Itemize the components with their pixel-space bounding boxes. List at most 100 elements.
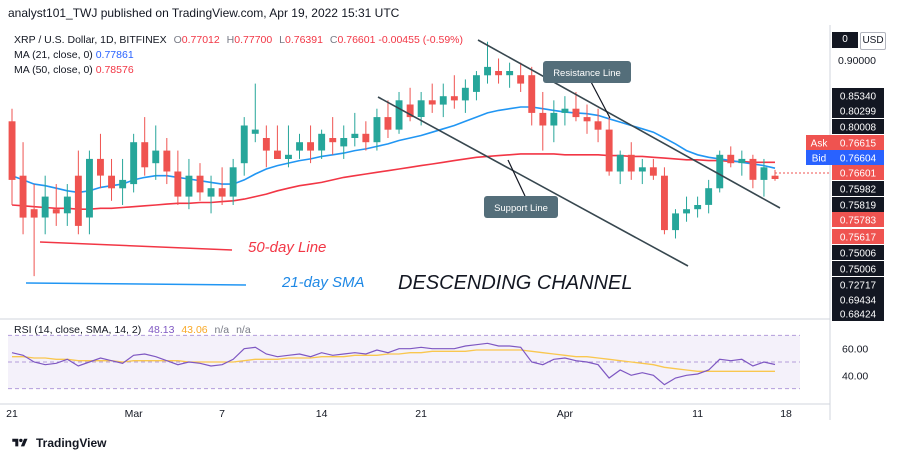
- candle-body: [572, 108, 580, 118]
- time-tick-label: 21: [415, 408, 427, 420]
- time-tick-label: 14: [316, 408, 328, 420]
- resistance-label-text: Resistance Line: [553, 68, 621, 79]
- pattern-annotation: DESCENDING CHANNEL: [398, 272, 632, 294]
- price-tag-box: [832, 197, 884, 212]
- time-tick-label: 21: [6, 408, 18, 420]
- candle-body: [119, 179, 127, 189]
- candle-body: [97, 158, 104, 176]
- candle-body: [318, 133, 326, 151]
- candle-body: [672, 213, 679, 231]
- candle-body: [130, 142, 138, 185]
- bid-label-box: [806, 150, 832, 165]
- rsi-axis-label: 40.00: [842, 370, 868, 382]
- candle-body: [506, 71, 514, 76]
- candle-body: [716, 154, 724, 189]
- candle-body: [727, 154, 735, 164]
- price-tag-box: [832, 292, 884, 307]
- candle-body: [705, 188, 713, 205]
- candle-body: [19, 175, 27, 218]
- candle-body: [738, 158, 746, 164]
- price-tag-box: [832, 212, 884, 227]
- price-tag-text: 0.80008: [840, 123, 877, 134]
- rsi-legend[interactable]: RSI (14, close, SMA, 14, 2) 48.13 43.06 …: [14, 324, 251, 336]
- rsi-label: RSI (14, close, SMA, 14, 2): [14, 324, 142, 336]
- bid-value-box: [832, 150, 884, 165]
- time-tick-label: Mar: [125, 408, 144, 420]
- price-tag-box: [832, 165, 884, 180]
- candle-body: [605, 129, 613, 172]
- ohlc-low: 0.76391: [285, 34, 323, 46]
- price-tag-text: 0.72717: [840, 281, 877, 292]
- support-label-box: [484, 196, 558, 218]
- price-tag-text: 0.76601: [840, 169, 877, 180]
- price-tag-text: 0.75982: [840, 185, 877, 196]
- rsi-line: [11, 342, 776, 386]
- price-tag-box: [832, 229, 884, 244]
- candle-body: [406, 104, 414, 118]
- legend-ma50-row[interactable]: MA (50, close, 0) 0.78576: [14, 63, 463, 78]
- candle-body: [771, 175, 779, 179]
- candle-body: [74, 175, 82, 226]
- price-tag-box: [832, 181, 884, 196]
- candle-body: [362, 133, 370, 143]
- candle-body: [174, 171, 182, 197]
- price-tag-box: [832, 119, 884, 134]
- ohlc-high: 0.77700: [234, 34, 273, 46]
- rsi-na-1: n/a: [214, 324, 230, 336]
- footer-brand[interactable]: TradingView: [10, 436, 106, 450]
- ma50-annotation: 50-day Line: [248, 239, 326, 256]
- candle-body: [207, 188, 215, 197]
- ma21-line: [11, 106, 776, 194]
- ask-label-box: [806, 135, 832, 150]
- ohlc-close-label: C: [329, 34, 338, 46]
- candle-body: [583, 117, 591, 122]
- candle-body: [86, 158, 93, 218]
- candle-body: [550, 112, 558, 126]
- price-tag-box: [832, 277, 884, 292]
- legend-symbol-row: XRP / U.S. Dollar, 1D, BITFINEX O0.77012…: [14, 33, 463, 48]
- ma50-label: MA (50, close, 0): [14, 64, 93, 76]
- rsi-axis-label: 60.00: [842, 344, 868, 356]
- ma50-line: [11, 153, 775, 210]
- candle-body: [627, 154, 635, 172]
- candle-body: [395, 100, 403, 130]
- candle-body: [185, 175, 193, 197]
- ohlc-close: 0.76601: [337, 34, 376, 46]
- legend-ma21-row[interactable]: MA (21, close, 0) 0.77861: [14, 48, 463, 63]
- resistance-line: [477, 39, 781, 209]
- candle-body: [473, 75, 480, 92]
- candle-body: [196, 175, 204, 193]
- candle-body: [8, 121, 16, 180]
- support-label-text: Support Line: [494, 203, 548, 214]
- candle-body: [141, 142, 149, 168]
- candle-body: [262, 138, 270, 151]
- candle-body: [240, 125, 248, 164]
- candle-body: [340, 138, 348, 147]
- candle-body: [517, 75, 525, 84]
- bid-label: Bid: [812, 154, 826, 165]
- symbol-name[interactable]: XRP / U.S. Dollar, 1D, BITFINEX: [14, 34, 167, 46]
- candle-body: [461, 87, 469, 101]
- candle-body: [649, 167, 657, 176]
- candle-body: [528, 75, 536, 113]
- top-price-badge: 0: [832, 32, 858, 48]
- price-tag-text: 0.75006: [840, 249, 877, 260]
- candle-body: [417, 100, 425, 117]
- currency-button[interactable]: USD: [860, 32, 886, 50]
- candle-body: [694, 205, 702, 210]
- candle-body: [63, 196, 71, 214]
- rsi-na-2: n/a: [236, 324, 251, 336]
- time-tick-label: 18: [780, 408, 792, 420]
- candle-body: [439, 96, 447, 105]
- candle-body: [661, 175, 668, 231]
- ohlc-change: -0.00455 (-0.59%): [378, 34, 464, 46]
- candle-body: [329, 138, 337, 143]
- candle-body: [384, 117, 392, 130]
- resistance-pointer: [589, 79, 611, 119]
- ma21-marker-line: [25, 282, 247, 286]
- rsi-sma-value: 43.06: [181, 324, 208, 336]
- tradingview-logo-icon: [12, 438, 28, 447]
- footer-brand-label: TradingView: [36, 436, 107, 450]
- ask-value: 0.76615: [840, 139, 877, 150]
